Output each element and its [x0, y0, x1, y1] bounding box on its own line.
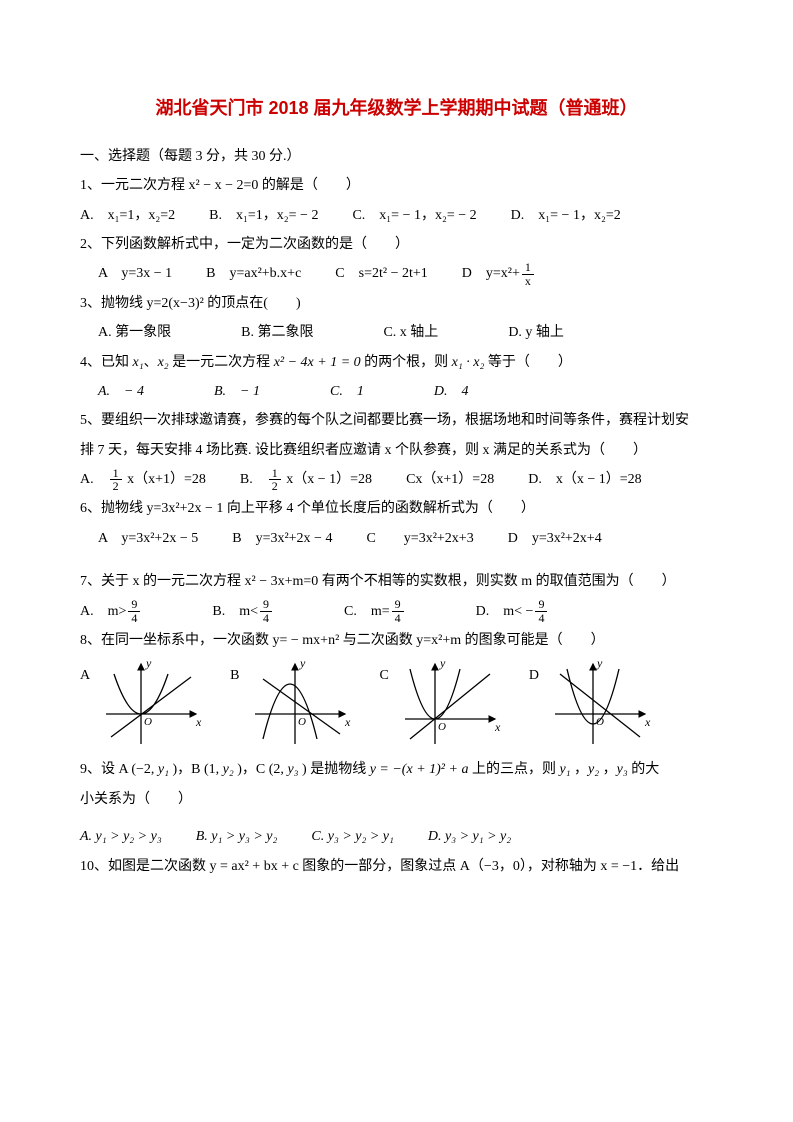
q5-options: A. 12 x（x+1）=28 B. 12 x（x − 1）=28 Cx（x+1… [80, 465, 713, 494]
q8-label-d: D [529, 659, 539, 690]
q7-opt-c: C. m=94 [344, 597, 406, 626]
svg-text:x: x [494, 720, 501, 734]
q1-opt-a: A. x₁=1，x₂=2 [80, 201, 175, 230]
svg-text:y: y [145, 659, 152, 670]
q5-stem-line1: 5、要组织一次排球邀请赛，参赛的每个队之间都要比赛一场，根据场地和时间等条件，赛… [80, 406, 713, 435]
q2-opt-c: C s=2t² − 2t+1 [335, 259, 427, 288]
q8-graph-b-wrap: B y x O [230, 659, 355, 749]
svg-text:O: O [298, 716, 306, 728]
exam-title: 湖北省天门市 2018 届九年级数学上学期期中试题（普通班） [80, 90, 713, 128]
svg-text:x: x [644, 715, 651, 729]
q1-stem: 1、一元二次方程 x² − x − 2=0 的解是（ ） [80, 171, 713, 200]
svg-text:O: O [144, 716, 152, 728]
q6-opt-c: C y=3x²+2x+3 [366, 524, 473, 553]
q3-opt-b: B. 第二象限 [241, 318, 313, 347]
q8-graph-b: y x O [245, 659, 355, 749]
q8-stem: 8、在同一坐标系中，一次函数 y= − mx+n² 与二次函数 y=x²+m 的… [80, 626, 713, 655]
q8-label-a: A [80, 659, 90, 690]
q7-opt-b: B. m<94 [212, 597, 274, 626]
q6-options: A y=3x²+2x − 5 B y=3x²+2x − 4 C y=3x²+2x… [80, 524, 713, 553]
q10-stem: 10、如图是二次函数 y = ax² + bx + c 图象的一部分，图象过点 … [80, 852, 713, 881]
q9-opt-d: D. y₃ > y₁ > y₂ [428, 822, 511, 851]
q6-opt-d: D y=3x²+2x+4 [508, 524, 602, 553]
q7-opt-a: A. m>94 [80, 597, 142, 626]
q9-options: A. y₁ > y₂ > y₃ B. y₁ > y₃ > y₂ C. y₃ > … [80, 822, 713, 851]
q7-opt-d: D. m< −94 [476, 597, 550, 626]
q2-opt-d-prefix: D y=x²+ [462, 266, 520, 281]
q3-opt-c: C. x 轴上 [383, 318, 438, 347]
q8-graph-c-wrap: C y x O [379, 659, 504, 749]
q8-graph-a-wrap: A y x O [80, 659, 206, 749]
q2-opt-a: A y=3x − 1 [98, 259, 172, 288]
q8-label-c: C [379, 659, 388, 690]
q4-opt-c: C. 1 [330, 377, 364, 406]
q1-options: A. x₁=1，x₂=2 B. x₁=1，x₂= − 2 C. x₁= − 1，… [80, 201, 713, 230]
q9-stem-line2: 小关系为（ ） [80, 785, 713, 814]
q3-opt-d: D. y 轴上 [508, 318, 564, 347]
q1-opt-c: C. x₁= − 1，x₂= − 2 [352, 201, 476, 230]
q7-stem: 7、关于 x 的一元二次方程 x² − 3x+m=0 有两个不相等的实数根，则实… [80, 567, 713, 596]
q6-opt-a: A y=3x²+2x − 5 [98, 524, 198, 553]
q8-graph-a: y x O [96, 659, 206, 749]
q5-opt-c: Cx（x+1）=28 [406, 465, 494, 494]
q6-stem: 6、抛物线 y=3x²+2x − 1 向上平移 4 个单位长度后的函数解析式为（… [80, 494, 713, 523]
q4-opt-d: D. 4 [434, 377, 469, 406]
q8-graphs-row: A y x O B y x O C y x [80, 659, 713, 749]
q3-stem: 3、抛物线 y=2(x−3)² 的顶点在( ) [80, 289, 713, 318]
q2-options: A y=3x − 1 B y=ax²+b.x+c C s=2t² − 2t+1 … [80, 259, 713, 288]
q3-options: A. 第一象限 B. 第二象限 C. x 轴上 D. y 轴上 [80, 318, 713, 347]
q8-graph-d-wrap: D y x O [529, 659, 655, 749]
q5-stem-line2: 排 7 天，每天安排 4 场比赛. 设比赛组织者应邀请 x 个队参赛，则 x 满… [80, 436, 713, 465]
q4-opt-b: B. − 1 [214, 377, 260, 406]
q5-opt-d: D. x（x − 1）=28 [528, 465, 641, 494]
q9-opt-c: C. y₃ > y₂ > y₁ [311, 822, 393, 851]
q1-opt-d: D. x₁= − 1，x₂=2 [511, 201, 621, 230]
svg-text:y: y [596, 659, 603, 670]
q1-opt-b: B. x₁=1，x₂= − 2 [209, 201, 318, 230]
svg-text:y: y [299, 659, 306, 670]
svg-text:x: x [344, 715, 351, 729]
q7-options: A. m>94 B. m<94 C. m=94 D. m< −94 [80, 597, 713, 626]
q4-stem: 4、已知 x₁、x₂ 是一元二次方程 x² − 4x + 1 = 0 的两个根，… [80, 348, 713, 377]
svg-text:y: y [439, 659, 446, 670]
q2-opt-b: B y=ax²+b.x+c [206, 259, 301, 288]
q8-label-b: B [230, 659, 239, 690]
fraction-half-a: 12 [110, 467, 122, 493]
q9-opt-a: A. y₁ > y₂ > y₃ [80, 822, 162, 851]
q9-opt-b: B. y₁ > y₃ > y₂ [196, 822, 278, 851]
q4-opt-a: A. − 4 [98, 377, 144, 406]
svg-text:O: O [438, 721, 446, 733]
fraction-9-4-c: 94 [392, 598, 404, 624]
q4-options: A. − 4 B. − 1 C. 1 D. 4 [80, 377, 713, 406]
q8-graph-d: y x O [545, 659, 655, 749]
q6-opt-b: B y=3x²+2x − 4 [232, 524, 332, 553]
fraction-1-over-x: 1x [522, 261, 534, 287]
fraction-9-4-b: 94 [260, 598, 272, 624]
q2-stem: 2、下列函数解析式中，一定为二次函数的是（ ） [80, 230, 713, 259]
fraction-half-b: 12 [269, 467, 281, 493]
q5-opt-a: A. 12 x（x+1）=28 [80, 465, 206, 494]
q8-graph-c: y x O [395, 659, 505, 749]
section-1-heading: 一、选择题（每题 3 分，共 30 分.） [80, 142, 713, 171]
fraction-9-4-d: 94 [535, 598, 547, 624]
q5-opt-b: B. 12 x（x − 1）=28 [240, 465, 372, 494]
svg-text:x: x [195, 715, 202, 729]
fraction-9-4-a: 94 [128, 598, 140, 624]
q3-opt-a: A. 第一象限 [98, 318, 171, 347]
q9-stem-line1: 9、设 A (−2, y₁ )，B (1, y₂ )，C (2, y₃ ) 是抛… [80, 755, 713, 784]
q2-opt-d: D y=x²+1x [462, 259, 536, 288]
